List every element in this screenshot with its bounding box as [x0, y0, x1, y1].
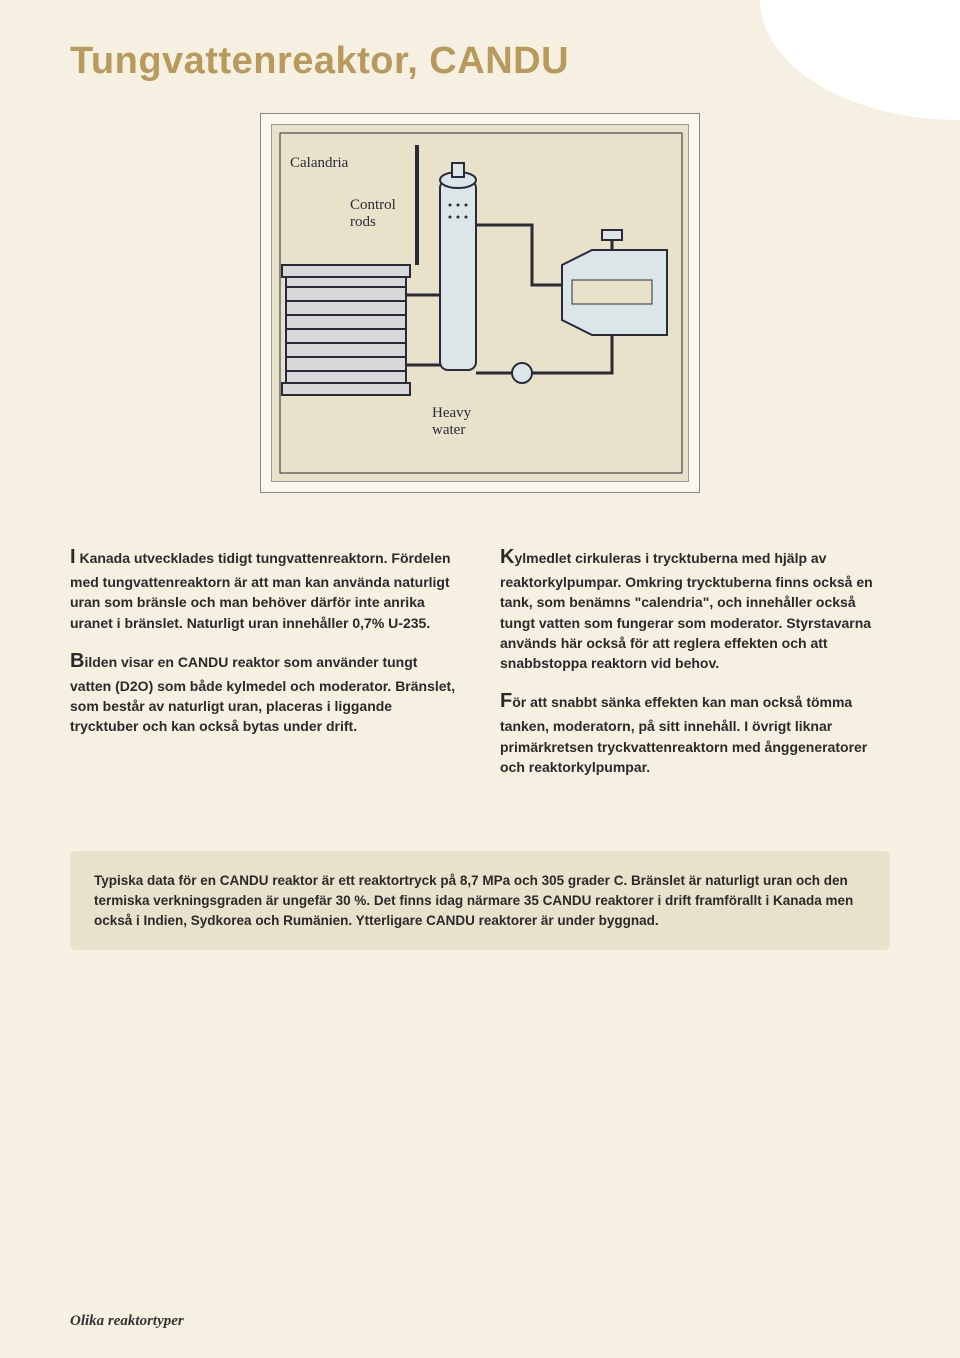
left-para-2: Bilden visar en CANDU reaktor som använd… — [70, 647, 460, 737]
right-column: Kylmedlet cirkuleras i trycktuberna med … — [500, 543, 890, 791]
right-p2-text: ör att snabbt sänka effekten kan man ock… — [500, 694, 867, 775]
left-p2-text: ilden visar en CANDU reaktor som använde… — [70, 654, 455, 735]
dropcap-f: F — [500, 690, 512, 712]
left-p1-text: Kanada utvecklades tidigt tungvattenreak… — [70, 550, 451, 631]
page-title: Tungvattenreaktor, CANDU — [70, 40, 890, 83]
diagram-frame: Calandria Control rods Heavy water — [260, 113, 700, 493]
left-para-1: I Kanada utvecklades tidigt tungvattenre… — [70, 543, 460, 633]
left-column: I Kanada utvecklades tidigt tungvattenre… — [70, 543, 460, 791]
dropcap-b: B — [70, 650, 84, 672]
reactor-diagram: Calandria Control rods Heavy water — [271, 124, 689, 482]
reactor-svg — [272, 125, 690, 483]
page-container: Tungvattenreaktor, CANDU Calandria Contr… — [0, 0, 960, 1358]
dropcap-k: K — [500, 546, 514, 568]
steam-generator — [440, 163, 476, 370]
right-para-1: Kylmedlet cirkuleras i trycktuberna med … — [500, 543, 890, 673]
calandria-body — [282, 265, 410, 395]
right-para-2: För att snabbt sänka effekten kan man oc… — [500, 687, 890, 777]
data-summary-box: Typiska data för en CANDU reaktor är ett… — [70, 851, 890, 950]
turbine — [562, 230, 667, 335]
section-label: Olika reaktortyper — [70, 1313, 184, 1330]
right-p1-text: ylmedlet cirkuleras i trycktuberna med h… — [500, 550, 873, 671]
text-columns: I Kanada utvecklades tidigt tungvattenre… — [70, 543, 890, 791]
